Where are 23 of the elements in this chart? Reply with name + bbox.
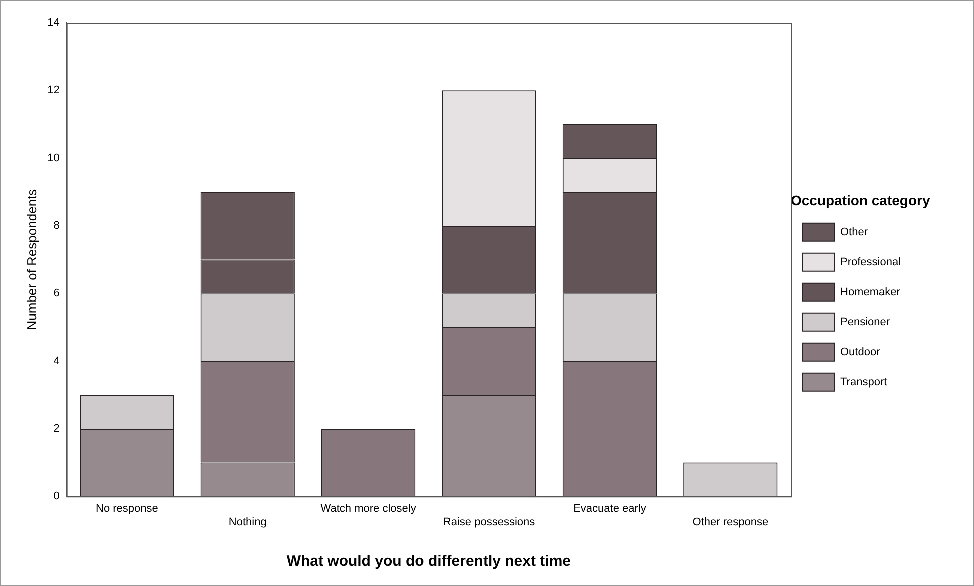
legend-label: Homemaker <box>840 286 901 298</box>
legend-label: Transport <box>840 376 888 388</box>
legend-label: Other <box>840 226 868 238</box>
x-tick-label: Nothing <box>228 516 267 528</box>
legend-title: Occupation category <box>791 192 930 208</box>
x-tick-label: Evacuate early <box>574 503 647 516</box>
y-tick-label: 12 <box>48 84 60 97</box>
legend-label: Outdoor <box>840 346 881 358</box>
y-tick-label: 14 <box>48 17 60 30</box>
y-tick-label: 0 <box>54 490 60 503</box>
y-tick-label: 4 <box>54 355 60 368</box>
y-tick-label: 10 <box>48 152 60 164</box>
x-tick-label: No response <box>96 503 158 516</box>
y-axis-title: Number of Respondents <box>24 188 40 330</box>
x-axis-title: What would you do differently next time <box>286 553 572 570</box>
legend-label: Professional <box>840 256 902 268</box>
x-tick-label: Watch more closely <box>320 503 417 516</box>
y-tick-label: 6 <box>54 288 60 300</box>
y-tick-label: 2 <box>54 422 60 435</box>
x-tick-label: Raise possessions <box>443 516 536 528</box>
y-tick-label: 8 <box>54 220 60 232</box>
x-tick-label: Other response <box>692 516 769 528</box>
legend-label: Pensioner <box>840 316 890 328</box>
